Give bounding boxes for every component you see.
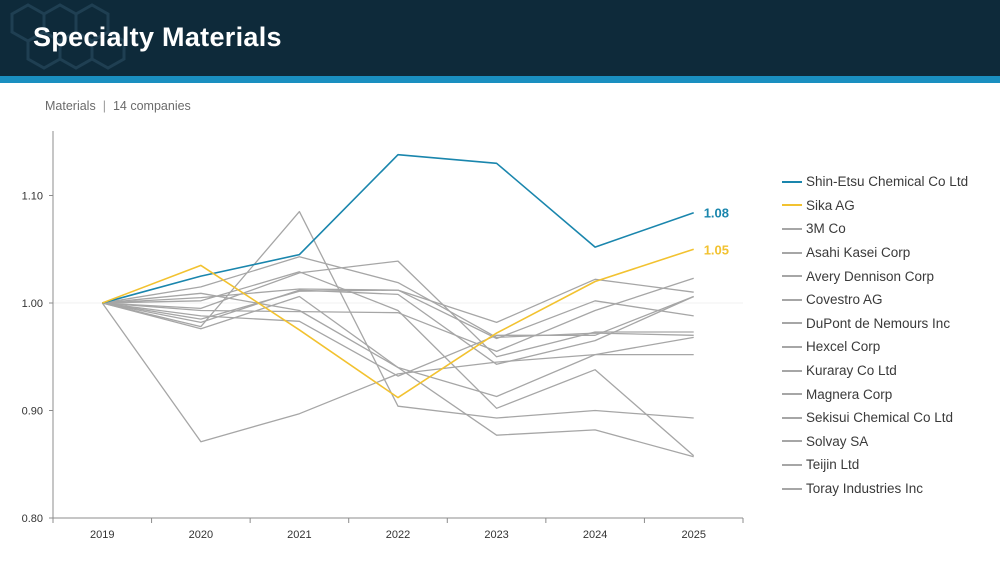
legend-label: 3M Co <box>806 221 846 237</box>
company-count: 14 companies <box>112 99 191 113</box>
series-line-hexcel-corp <box>102 278 694 324</box>
legend-swatch <box>782 440 802 443</box>
legend-item: Asahi Kasei Corp <box>782 241 997 265</box>
legend-label: Toray Industries Inc <box>806 481 924 497</box>
x-tick-label: 2019 <box>90 529 114 541</box>
legend-swatch <box>782 393 802 396</box>
legend-label: Asahi Kasei Corp <box>806 245 911 261</box>
x-tick-label: 2025 <box>681 529 705 541</box>
legend-label: Sekisui Chemical Co Ltd <box>806 410 954 426</box>
legend-item: Hexcel Corp <box>782 335 997 359</box>
legend-swatch <box>782 345 802 348</box>
series-line-solvay-sa <box>102 271 695 457</box>
legend-swatch <box>782 416 802 419</box>
legend-swatch <box>782 227 802 230</box>
subtitle-separator: | <box>102 99 106 113</box>
x-tick-label: 2020 <box>189 529 213 541</box>
x-tick-label: 2022 <box>386 529 410 541</box>
legend-item: Teijin Ltd <box>782 453 997 477</box>
header-banner: Specialty Materials <box>0 0 1000 76</box>
legend-label: Hexcel Corp <box>806 339 881 355</box>
series-line-teijin-ltd <box>102 295 694 398</box>
y-tick-label: 0.80 <box>22 513 43 525</box>
legend-swatch <box>782 487 802 490</box>
legend-label: Avery Dennison Corp <box>806 268 935 284</box>
series-line-sekisui-chemical-co-ltd <box>102 289 694 365</box>
y-tick-label: 1.10 <box>22 191 43 203</box>
legend-item: Avery Dennison Corp <box>782 264 997 288</box>
legend-item: Kuraray Co Ltd <box>782 359 997 383</box>
y-tick-label: 1.00 <box>22 298 43 310</box>
legend-item: Magnera Corp <box>782 382 997 406</box>
legend-item: Shin-Etsu Chemical Co Ltd <box>782 170 997 194</box>
legend-label: Teijin Ltd <box>806 457 860 473</box>
legend-label: Sika AG <box>806 197 855 213</box>
legend-label: Magnera Corp <box>806 386 893 402</box>
legend-label: Kuraray Co Ltd <box>806 363 897 379</box>
series-line-shin-etsu-chemical-co-ltd <box>102 153 694 304</box>
end-value-label: 1.08 <box>704 206 729 221</box>
x-tick-label: 2024 <box>583 529 607 541</box>
legend-item: Sika AG <box>782 194 997 218</box>
legend-item: Solvay SA <box>782 430 997 454</box>
hexagon-pattern-icon <box>10 3 126 70</box>
series-line-toray-industries-inc <box>102 295 694 377</box>
legend-item: Covestro AG <box>782 288 997 312</box>
sector-label: Materials <box>45 99 96 113</box>
x-tick-label: 2023 <box>484 529 508 541</box>
legend-item: Sekisui Chemical Co Ltd <box>782 406 997 430</box>
y-tick-label: 0.90 <box>22 406 43 418</box>
series-line-sika-ag <box>102 248 694 399</box>
legend-item: DuPont de Nemours Inc <box>782 312 997 336</box>
series-line-3m-co <box>102 210 694 419</box>
x-tick-label: 2021 <box>287 529 311 541</box>
legend-swatch <box>782 180 802 183</box>
legend-label: DuPont de Nemours Inc <box>806 315 951 331</box>
line-chart: 0.80 0.90 1.00 1.10 2019 2020 2021 2022 2023 2024… <box>22 131 744 541</box>
accent-bar <box>0 76 1000 83</box>
legend-swatch <box>782 251 802 254</box>
legend-swatch <box>782 298 802 301</box>
end-value-label: 1.05 <box>704 242 729 257</box>
legend-swatch <box>782 369 802 372</box>
legend-label: Shin-Etsu Chemical Co Ltd <box>806 174 969 190</box>
page-title: Specialty Materials <box>33 22 282 52</box>
legend-swatch <box>782 322 802 325</box>
chart-legend: Shin-Etsu Chemical Co Ltd Sika AG 3M Co Asa… <box>782 170 997 500</box>
legend-swatch <box>782 463 802 466</box>
legend-swatch <box>782 204 802 207</box>
legend-label: Solvay SA <box>806 433 869 449</box>
series-line-avery-dennison-corp <box>102 256 694 339</box>
series-line-covestro-ag <box>102 260 694 358</box>
legend-item: Toray Industries Inc <box>782 477 997 501</box>
legend-swatch <box>782 275 802 278</box>
series-line-kuraray-co-ltd <box>102 277 694 353</box>
legend-label: Covestro AG <box>806 292 883 308</box>
chart-subtitle: Materials | 14 companies <box>45 99 191 113</box>
legend-item: 3M Co <box>782 217 997 241</box>
